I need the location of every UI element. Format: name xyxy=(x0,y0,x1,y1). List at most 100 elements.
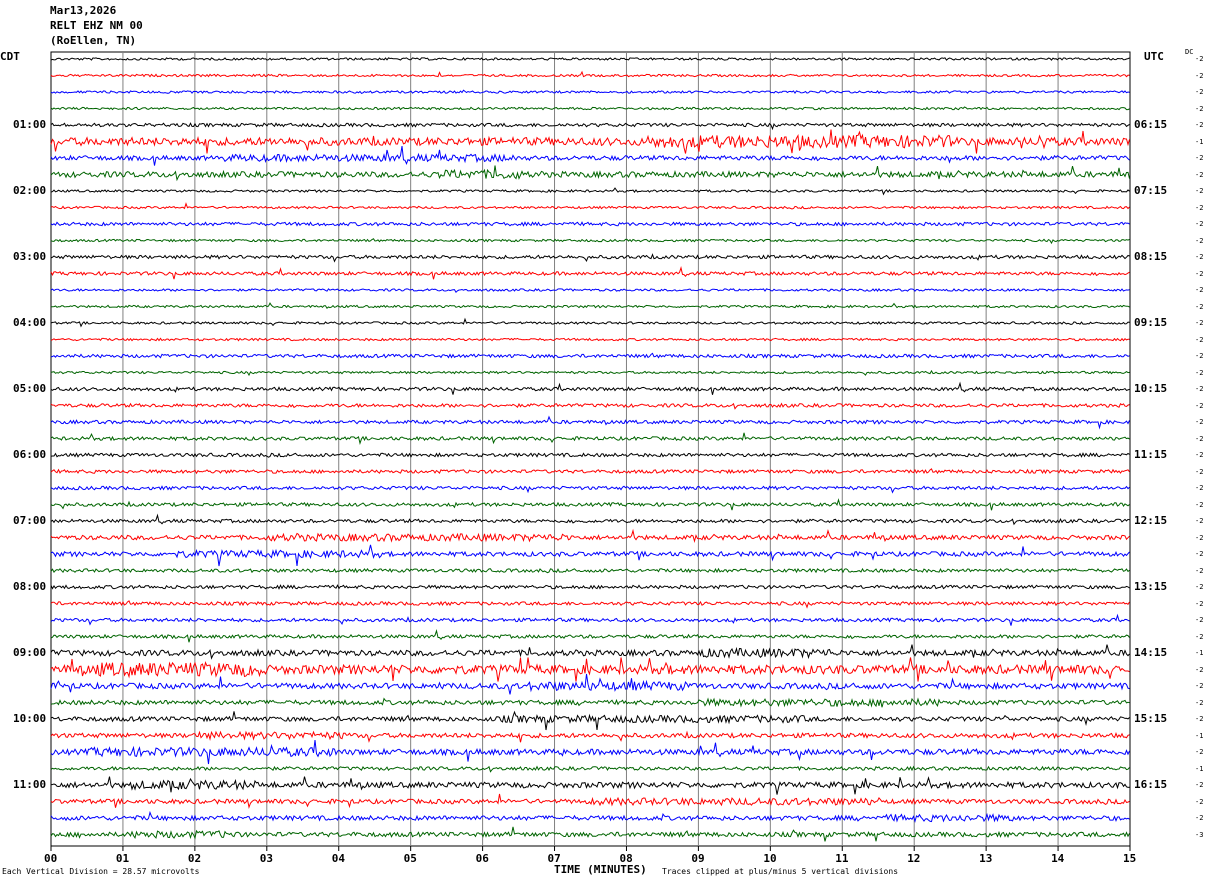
x-tick-label: 08 xyxy=(619,852,633,865)
trace-line xyxy=(50,352,1130,359)
trace-line xyxy=(50,369,1130,377)
x-tick-label: 01 xyxy=(115,852,130,865)
right-hour-label: 08:15 xyxy=(1134,250,1168,263)
dc-offset-value: -2 xyxy=(1195,665,1204,674)
left-hour-label: 08:00 xyxy=(13,580,47,593)
trace-line xyxy=(50,776,1130,795)
trace-line xyxy=(50,253,1130,263)
dc-offset-value: -1 xyxy=(1195,649,1204,657)
dc-offset-value: -2 xyxy=(1195,203,1204,212)
station-name: RELT EHZ NM 00 xyxy=(50,19,143,32)
trace-line xyxy=(50,202,1130,210)
dc-offset-value: -1 xyxy=(1195,731,1204,740)
trace-line xyxy=(50,673,1130,695)
left-hour-label: 09:00 xyxy=(13,646,47,659)
left-hour-label: 11:00 xyxy=(13,778,47,791)
trace-line xyxy=(50,730,1130,743)
trace-line xyxy=(50,513,1130,526)
station-location: (RoEllen, TN) xyxy=(50,34,137,47)
x-tick-label: 14 xyxy=(1051,852,1065,865)
dc-offset-value: -1 xyxy=(1195,137,1204,146)
plot-frame xyxy=(50,51,1131,847)
left-hour-label: 01:00 xyxy=(13,118,47,131)
footer-clip-note: Traces clipped at plus/minus 5 vertical … xyxy=(662,867,899,876)
trace-line xyxy=(50,122,1130,131)
trace-line xyxy=(50,89,1130,95)
dc-offset-value: -2 xyxy=(1195,286,1204,294)
right-hour-label: 07:15 xyxy=(1134,184,1168,197)
x-tick-label: 03 xyxy=(259,852,274,865)
trace-line xyxy=(50,544,1130,567)
trace-line xyxy=(50,600,1130,609)
trace-line xyxy=(50,187,1130,196)
trace-line xyxy=(50,106,1130,111)
dc-offset-value: -2 xyxy=(1195,616,1204,624)
trace-line xyxy=(50,266,1130,280)
dc-offset-value: -2 xyxy=(1195,715,1204,723)
dc-offset-value: -2 xyxy=(1195,418,1204,426)
left-timezone: CDT xyxy=(0,50,20,63)
trace-line xyxy=(50,70,1130,78)
dc-offset-value: -2 xyxy=(1195,451,1204,459)
trace-line xyxy=(50,765,1130,773)
left-hour-label: 04:00 xyxy=(13,316,47,329)
dc-offset-value: -2 xyxy=(1195,385,1204,393)
dc-offset-value: -2 xyxy=(1195,748,1204,756)
trace-line xyxy=(50,567,1130,574)
x-tick-label: 05 xyxy=(403,852,417,865)
dc-offset-value: -2 xyxy=(1195,236,1204,245)
trace-line xyxy=(50,317,1130,328)
dc-offset-value: -2 xyxy=(1195,55,1204,63)
dc-offset-value: -3 xyxy=(1195,830,1204,839)
dc-offset-value: -2 xyxy=(1195,517,1204,525)
trace-line xyxy=(50,146,1130,166)
dc-offset-value: -2 xyxy=(1195,269,1204,278)
trace-line xyxy=(50,57,1130,61)
dc-offset-value: -2 xyxy=(1195,500,1204,509)
dc-offset-value: -2 xyxy=(1195,104,1204,113)
chart-date: Mar13,2026 xyxy=(50,4,117,17)
dc-offset-value: -2 xyxy=(1195,302,1204,311)
dc-offset-value: -2 xyxy=(1195,566,1204,575)
dc-offset-value: -2 xyxy=(1195,319,1204,327)
right-hour-label: 10:15 xyxy=(1134,382,1168,395)
dc-offset-value: -2 xyxy=(1195,599,1204,608)
x-tick-label: 15 xyxy=(1123,852,1137,865)
trace-line xyxy=(50,468,1130,475)
right-hour-label: 09:15 xyxy=(1134,316,1168,329)
right-hour-label: 16:15 xyxy=(1134,778,1168,791)
trace-line xyxy=(50,810,1130,823)
left-hour-label: 05:00 xyxy=(13,382,47,395)
trace-line xyxy=(50,697,1130,708)
x-tick-label: 04 xyxy=(331,852,345,865)
x-tick-label: 02 xyxy=(187,852,202,865)
trace-line xyxy=(50,452,1130,458)
trace-lines xyxy=(50,57,1130,842)
trace-line xyxy=(50,485,1130,494)
x-tick-label: 00 xyxy=(44,852,58,865)
left-hour-label: 07:00 xyxy=(13,514,47,527)
trace-line xyxy=(50,739,1130,765)
trace-line xyxy=(50,402,1130,410)
trace-line xyxy=(50,415,1130,430)
x-tick-label: 06 xyxy=(475,852,489,865)
dc-offset-value: -2 xyxy=(1195,484,1204,492)
dc-offset-value: -2 xyxy=(1195,335,1204,344)
trace-line xyxy=(50,657,1130,682)
dc-offset-value: -2 xyxy=(1195,71,1204,80)
dc-offset-value: -2 xyxy=(1195,170,1204,179)
time-grid xyxy=(50,51,1131,847)
dc-offset-value: -2 xyxy=(1195,434,1204,443)
dc-offset-value: -2 xyxy=(1195,368,1204,377)
dc-offset-value: -2 xyxy=(1195,187,1204,195)
left-hour-label: 10:00 xyxy=(13,712,47,725)
left-hour-label: 06:00 xyxy=(13,448,47,461)
left-hour-label: 02:00 xyxy=(13,184,47,197)
dc-label: DC xyxy=(1185,48,1194,56)
dc-offset-value: -2 xyxy=(1195,632,1204,641)
right-hour-label: 15:15 xyxy=(1134,712,1168,725)
dc-offset-value: -2 xyxy=(1195,253,1204,261)
dc-offset-value: -2 xyxy=(1195,220,1204,228)
trace-line xyxy=(50,337,1130,342)
dc-offset-value: -2 xyxy=(1195,682,1204,690)
